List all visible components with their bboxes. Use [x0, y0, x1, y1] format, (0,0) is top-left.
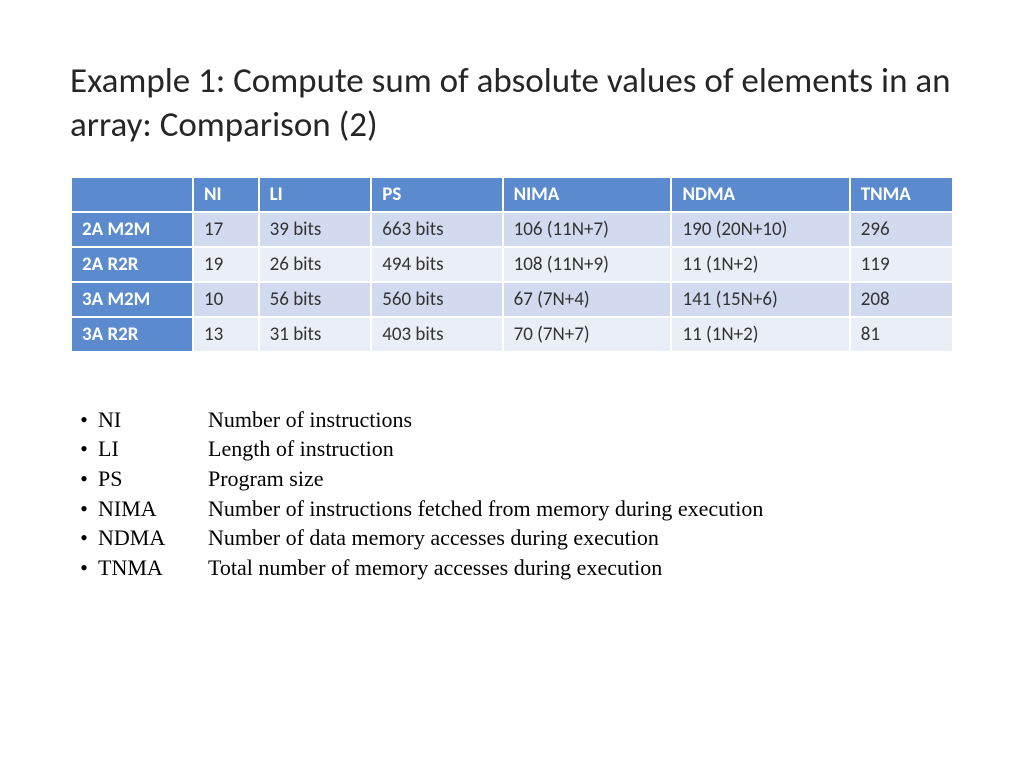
table-cell: 141 (15N+6) [671, 282, 849, 317]
table-cell: 70 (7N+7) [503, 317, 672, 352]
bullet-icon: • [70, 464, 98, 494]
table-head: NILIPSNIMANDMATNMA [71, 177, 953, 212]
table-cell: 108 (11N+9) [503, 247, 672, 282]
legend-desc: Total number of memory accesses during e… [208, 553, 954, 583]
table-cell: 17 [193, 212, 259, 247]
table-row-header: 2A R2R [71, 247, 193, 282]
bullet-icon: • [70, 405, 98, 435]
legend-abbr: PS [98, 464, 208, 494]
table-header-row: NILIPSNIMANDMATNMA [71, 177, 953, 212]
table-column-header [71, 177, 193, 212]
table-cell: 39 bits [259, 212, 372, 247]
legend-desc: Length of instruction [208, 434, 954, 464]
table-row: 3A M2M1056 bits560 bits67 (7N+4)141 (15N… [71, 282, 953, 317]
legend-item: •PSProgram size [70, 464, 954, 494]
table-cell: 19 [193, 247, 259, 282]
legend-abbr: NIMA [98, 494, 208, 524]
legend-abbr: TNMA [98, 553, 208, 583]
table-column-header: NIMA [503, 177, 672, 212]
legend-abbr: LI [98, 434, 208, 464]
table-row: 2A M2M1739 bits663 bits106 (11N+7)190 (2… [71, 212, 953, 247]
table-cell: 13 [193, 317, 259, 352]
slide-title: Example 1: Compute sum of absolute value… [70, 60, 954, 148]
table-column-header: NI [193, 177, 259, 212]
legend-desc: Number of instructions [208, 405, 954, 435]
legend-desc: Number of data memory accesses during ex… [208, 523, 954, 553]
table-cell: 56 bits [259, 282, 372, 317]
bullet-icon: • [70, 553, 98, 583]
legend-item: •NDMANumber of data memory accesses duri… [70, 523, 954, 553]
title-bold-part: Comparison (2) [160, 104, 378, 146]
table-column-header: LI [259, 177, 372, 212]
table-row-header: 3A R2R [71, 317, 193, 352]
table-cell: 663 bits [371, 212, 502, 247]
table-column-header: TNMA [850, 177, 953, 212]
legend-item: •NINumber of instructions [70, 405, 954, 435]
legend-desc: Program size [208, 464, 954, 494]
table-cell: 560 bits [371, 282, 502, 317]
table-cell: 106 (11N+7) [503, 212, 672, 247]
table-cell: 67 (7N+4) [503, 282, 672, 317]
table-cell: 296 [850, 212, 953, 247]
table-row: 3A R2R1331 bits403 bits70 (7N+7)11 (1N+2… [71, 317, 953, 352]
bullet-icon: • [70, 523, 98, 553]
table-cell: 26 bits [259, 247, 372, 282]
table-cell: 31 bits [259, 317, 372, 352]
table-column-header: PS [371, 177, 502, 212]
table-cell: 81 [850, 317, 953, 352]
table-cell: 403 bits [371, 317, 502, 352]
legend-list: •NINumber of instructions•LILength of in… [70, 405, 954, 583]
table-cell: 11 (1N+2) [671, 317, 849, 352]
table-cell: 494 bits [371, 247, 502, 282]
table-body: 2A M2M1739 bits663 bits106 (11N+7)190 (2… [71, 212, 953, 352]
bullet-icon: • [70, 434, 98, 464]
legend-item: •TNMATotal number of memory accesses dur… [70, 553, 954, 583]
table-row: 2A R2R1926 bits494 bits108 (11N+9)11 (1N… [71, 247, 953, 282]
legend-abbr: NI [98, 405, 208, 435]
bullet-icon: • [70, 494, 98, 524]
legend-item: •LILength of instruction [70, 434, 954, 464]
comparison-table: NILIPSNIMANDMATNMA 2A M2M1739 bits663 bi… [70, 176, 954, 353]
legend-abbr: NDMA [98, 523, 208, 553]
table-row-header: 2A M2M [71, 212, 193, 247]
table-column-header: NDMA [671, 177, 849, 212]
table-cell: 10 [193, 282, 259, 317]
table-cell: 190 (20N+10) [671, 212, 849, 247]
legend-item: •NIMANumber of instructions fetched from… [70, 494, 954, 524]
table-cell: 119 [850, 247, 953, 282]
legend-desc: Number of instructions fetched from memo… [208, 494, 954, 524]
table-cell: 11 (1N+2) [671, 247, 849, 282]
table-cell: 208 [850, 282, 953, 317]
table-row-header: 3A M2M [71, 282, 193, 317]
